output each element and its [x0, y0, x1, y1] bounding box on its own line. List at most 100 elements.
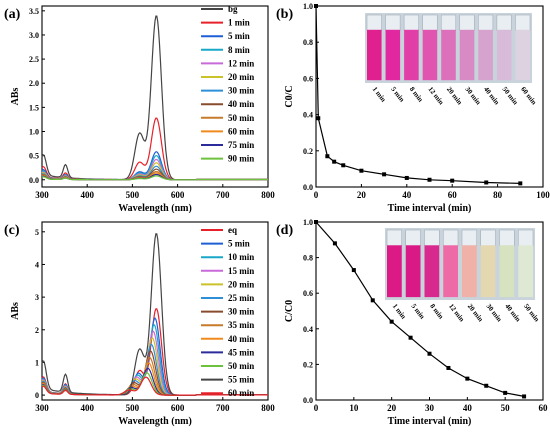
data-point: [518, 181, 523, 186]
y-tick-label: 3: [35, 293, 39, 302]
y-tick-label: 0.2: [303, 360, 313, 369]
x-axis-label: Wavelength (nm): [118, 416, 192, 427]
y-tick-label: 0.0: [303, 183, 313, 192]
data-point: [484, 383, 489, 388]
data-point: [325, 154, 330, 159]
cuvette-label: 40 min: [482, 85, 501, 106]
x-tick-label: 20: [357, 190, 367, 200]
x-tick-label: 600: [171, 403, 185, 413]
x-tick-label: 800: [261, 190, 275, 200]
legend-label: 25 min: [228, 293, 254, 303]
cuvette-label: 8 min: [428, 302, 445, 320]
x-axis-label: Time interval (min): [388, 203, 472, 214]
y-tick-label: 0: [35, 391, 39, 400]
panel-d: 0 10 20 30 40 50 60 0.0 0.2 0.4 0.6 0.8 1.0 Time inte…: [276, 218, 548, 427]
cuvette: [478, 29, 493, 81]
x-axis-label: Time interval (min): [388, 416, 472, 427]
y-axis-label: ABs: [10, 88, 21, 106]
legend-label: 45 min: [228, 347, 254, 357]
legend-label: 10 min: [228, 252, 254, 262]
cuvette: [462, 245, 477, 298]
cuvette-top: [405, 229, 421, 247]
cuvette-label: 60 min: [519, 85, 538, 106]
y-tick-label: 2.0: [29, 79, 39, 88]
cuvette-top: [461, 229, 477, 247]
data-point: [465, 376, 470, 381]
cuvette-top: [422, 14, 438, 31]
data-point: [450, 178, 455, 183]
cuvette-label: 20 min: [466, 302, 485, 323]
cuvette-label: 30 min: [463, 85, 482, 106]
y-tick-label: 1: [35, 358, 39, 367]
cuvette-label: 50 min: [501, 85, 520, 106]
data-point: [370, 298, 375, 303]
x-tick-label: 60: [539, 403, 549, 413]
x-tick-label: 600: [171, 190, 185, 200]
cuvette-label: 5 min: [389, 85, 406, 103]
x-axis-label: Wavelength (nm): [118, 203, 192, 214]
y-tick-label: 3.0: [29, 31, 39, 40]
data-point: [316, 116, 321, 121]
cuvette: [480, 245, 496, 298]
data-point: [427, 177, 432, 182]
data-point: [341, 163, 346, 168]
cuvette: [385, 29, 401, 81]
legend-label: 1 min: [228, 18, 250, 28]
cuvette-top: [424, 229, 440, 247]
data-point: [359, 168, 364, 173]
y-tick-label: 0.6: [303, 289, 313, 298]
cuvette-top: [366, 14, 382, 31]
y-tick-label: 3.5: [29, 7, 39, 16]
cuvette-top: [480, 229, 496, 247]
x-tick-label: 20: [387, 403, 397, 413]
data-point: [332, 241, 337, 246]
data-point: [404, 175, 409, 180]
y-tick-label: 1.0: [303, 2, 313, 11]
data-point: [332, 159, 337, 164]
cuvette-label: 50 min: [522, 302, 541, 323]
y-axis-label: ABs: [10, 302, 21, 320]
y-tick-label: 1.5: [29, 103, 39, 112]
cuvette: [367, 29, 382, 81]
legend-label: eq: [228, 225, 237, 235]
cuvette: [515, 29, 530, 81]
panel-label: (d): [276, 223, 293, 238]
y-tick-label: 0.6: [303, 74, 313, 83]
y-tick-label: 0.4: [303, 111, 313, 120]
legend-label: 8 min: [228, 45, 250, 55]
y-tick-label: 0.8: [303, 254, 313, 263]
y-tick-label: 2.5: [29, 55, 39, 64]
cuvette-label: 1 min: [371, 85, 388, 103]
cuvette: [422, 29, 438, 81]
cuvette-label: 1 min: [391, 302, 408, 320]
legend-label: 55 min: [228, 375, 254, 385]
data-point: [446, 365, 451, 370]
y-tick-label: 1.0: [29, 127, 39, 136]
x-tick-label: 400: [80, 403, 94, 413]
data-point: [351, 268, 356, 273]
x-tick-label: 60: [448, 190, 458, 200]
cuvette-label: 12 min: [426, 85, 445, 106]
legend-label: 60 min: [228, 388, 254, 398]
x-tick-label: 40: [463, 403, 473, 413]
y-tick-label: 0.0: [29, 176, 39, 185]
x-tick-label: 0: [314, 190, 319, 200]
cuvette: [424, 245, 440, 298]
panel-a: 300 400 500 600 700 800 0.0 0.5 1.0 1.5 2.0 2.5 3.0 3…: [4, 4, 275, 214]
cuvette-label: 12 min: [447, 302, 466, 323]
x-tick-label: 300: [35, 190, 49, 200]
cuvette: [405, 245, 421, 298]
legend-label: 35 min: [228, 320, 254, 330]
x-tick-label: 30: [425, 403, 435, 413]
legend-label: 60 min: [228, 126, 254, 136]
x-tick-label: 400: [80, 190, 94, 200]
cuvette: [459, 29, 475, 81]
legend-label: 20 min: [228, 72, 254, 82]
data-point: [522, 394, 527, 399]
cuvette-top: [403, 14, 419, 31]
cuvette-label: 8 min: [408, 85, 425, 103]
legend-label: 40 min: [228, 99, 254, 109]
y-tick-label: 2: [35, 326, 39, 335]
legend-label: 15 min: [228, 266, 254, 276]
panel-b: 0 20 40 60 80 100 0.0 0.2 0.4 0.6 0.8 1.0 Time inter…: [276, 2, 550, 214]
